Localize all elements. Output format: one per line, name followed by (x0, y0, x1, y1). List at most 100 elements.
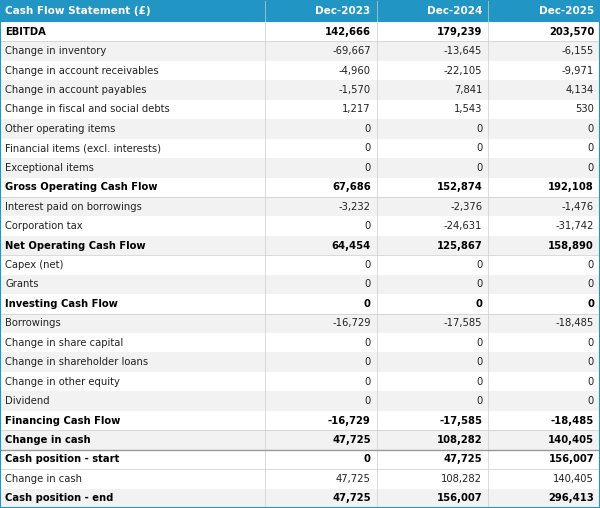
Text: Cash position - start: Cash position - start (5, 454, 119, 464)
Text: 0: 0 (588, 143, 594, 153)
Text: 0: 0 (364, 163, 371, 173)
Text: 108,282: 108,282 (437, 435, 482, 445)
Text: Change in cash: Change in cash (5, 435, 91, 445)
Text: Change in share capital: Change in share capital (5, 338, 123, 348)
Text: 0: 0 (476, 376, 482, 387)
Text: 0: 0 (364, 279, 371, 290)
Bar (0, 80, 600, 100)
Text: 0: 0 (588, 338, 594, 348)
Text: Change in account payables: Change in account payables (5, 85, 146, 95)
Text: 67,686: 67,686 (332, 182, 371, 192)
Bar (0, 236, 600, 256)
Text: Financial items (excl. interests): Financial items (excl. interests) (5, 143, 161, 153)
Text: 0: 0 (476, 338, 482, 348)
Text: Change in account receivables: Change in account receivables (5, 66, 158, 76)
Bar (0, 158, 600, 177)
Text: -1,570: -1,570 (338, 85, 371, 95)
Text: 192,108: 192,108 (548, 182, 594, 192)
Text: 47,725: 47,725 (336, 474, 371, 484)
Text: 0: 0 (364, 260, 371, 270)
Text: 0: 0 (364, 143, 371, 153)
Text: EBITDA: EBITDA (5, 27, 46, 37)
Text: 0: 0 (476, 163, 482, 173)
Bar (0, 197, 600, 216)
Text: 152,874: 152,874 (436, 182, 482, 192)
Bar (0, 61, 600, 80)
Text: 530: 530 (575, 105, 594, 114)
Text: 0: 0 (588, 279, 594, 290)
Text: Cash position - end: Cash position - end (5, 493, 113, 503)
Text: Dividend: Dividend (5, 396, 50, 406)
Text: 0: 0 (475, 299, 482, 309)
Bar (0, 256, 600, 275)
Text: 4,134: 4,134 (566, 85, 594, 95)
Text: Financing Cash Flow: Financing Cash Flow (5, 416, 121, 426)
Text: 0: 0 (364, 124, 371, 134)
Text: -4,960: -4,960 (338, 66, 371, 76)
Text: Change in other equity: Change in other equity (5, 376, 120, 387)
Text: 0: 0 (476, 124, 482, 134)
Bar (0, 216, 600, 236)
Text: Other operating items: Other operating items (5, 124, 115, 134)
Text: Dec-2024: Dec-2024 (427, 6, 482, 16)
Text: Borrowings: Borrowings (5, 319, 61, 328)
Text: 108,282: 108,282 (442, 474, 482, 484)
Text: 0: 0 (364, 357, 371, 367)
Text: 142,666: 142,666 (325, 27, 371, 37)
Text: 7,841: 7,841 (454, 85, 482, 95)
Text: 0: 0 (364, 454, 371, 464)
Text: Interest paid on borrowings: Interest paid on borrowings (5, 202, 142, 212)
Text: 0: 0 (364, 376, 371, 387)
Text: 47,725: 47,725 (444, 454, 482, 464)
Bar (0, 22, 600, 42)
Text: 179,239: 179,239 (437, 27, 482, 37)
Bar (0, 275, 600, 294)
Text: 296,413: 296,413 (548, 493, 594, 503)
Text: -22,105: -22,105 (444, 66, 482, 76)
Text: -18,485: -18,485 (556, 319, 594, 328)
Text: -6,155: -6,155 (562, 46, 594, 56)
Text: 47,725: 47,725 (332, 435, 371, 445)
Bar (0, 372, 600, 391)
Text: -18,485: -18,485 (551, 416, 594, 426)
Bar (0, 430, 600, 450)
Text: Dec-2023: Dec-2023 (316, 6, 371, 16)
Text: -9,971: -9,971 (562, 66, 594, 76)
Text: 0: 0 (364, 396, 371, 406)
Text: -13,645: -13,645 (444, 46, 482, 56)
Bar (0, 353, 600, 372)
Text: 0: 0 (364, 338, 371, 348)
Text: Change in shareholder loans: Change in shareholder loans (5, 357, 148, 367)
Text: Net Operating Cash Flow: Net Operating Cash Flow (5, 241, 146, 250)
Text: Change in fiscal and social debts: Change in fiscal and social debts (5, 105, 170, 114)
Text: -31,742: -31,742 (556, 221, 594, 231)
Text: 0: 0 (588, 163, 594, 173)
Text: 0: 0 (364, 299, 371, 309)
Text: -2,376: -2,376 (450, 202, 482, 212)
Text: Capex (net): Capex (net) (5, 260, 64, 270)
Text: 158,890: 158,890 (548, 241, 594, 250)
Bar (0, 0, 600, 22)
Text: 47,725: 47,725 (332, 493, 371, 503)
Text: Investing Cash Flow: Investing Cash Flow (5, 299, 118, 309)
Text: -1,476: -1,476 (562, 202, 594, 212)
Text: 156,007: 156,007 (548, 454, 594, 464)
Text: Exceptional items: Exceptional items (5, 163, 94, 173)
Text: 0: 0 (476, 396, 482, 406)
Text: 1,543: 1,543 (454, 105, 482, 114)
Text: 64,454: 64,454 (331, 241, 371, 250)
Text: Change in inventory: Change in inventory (5, 46, 106, 56)
Text: -24,631: -24,631 (444, 221, 482, 231)
Bar (0, 177, 600, 197)
Text: 0: 0 (588, 396, 594, 406)
Bar (0, 294, 600, 313)
Text: -16,729: -16,729 (328, 416, 371, 426)
Text: 0: 0 (476, 143, 482, 153)
Bar (0, 42, 600, 61)
Text: Cash Flow Statement (£): Cash Flow Statement (£) (5, 6, 151, 16)
Bar (0, 391, 600, 411)
Bar (0, 313, 600, 333)
Text: -17,585: -17,585 (444, 319, 482, 328)
Bar (0, 469, 600, 489)
Text: 156,007: 156,007 (437, 493, 482, 503)
